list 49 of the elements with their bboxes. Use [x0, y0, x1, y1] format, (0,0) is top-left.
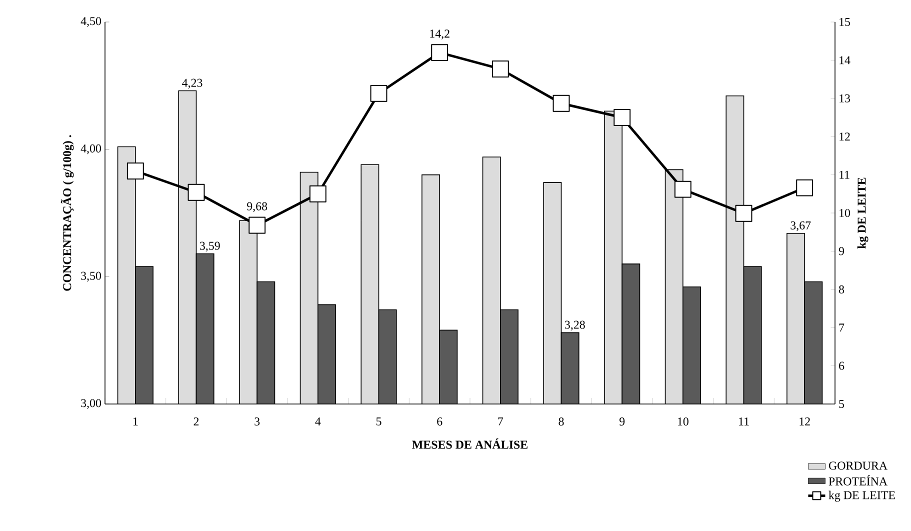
y2-tick-label: 10: [840, 208, 850, 218]
x-tick-label: 5: [376, 417, 382, 426]
y2-tick-label: 12: [840, 132, 850, 141]
y2-tick-label: 9: [838, 247, 844, 256]
y-axis-title: CONCENTRAÇÃO ( g/100g) .: [60, 135, 74, 291]
point: [248, 216, 266, 234]
point: [431, 44, 448, 62]
x-tick-label: 7: [498, 417, 504, 426]
point: [370, 84, 388, 102]
y2-axis-title: kg DE LEITE: [857, 178, 868, 249]
legend-label: kg DE LEITE: [828, 490, 895, 502]
y-tick-label: 4,50: [80, 17, 102, 27]
point: [735, 204, 752, 222]
y2-tick-label: 15: [840, 18, 850, 26]
point: [552, 94, 570, 112]
data-label: 4,23: [182, 78, 202, 89]
x-tick-label: 6: [437, 417, 442, 426]
x-tick-label: 4: [315, 417, 321, 426]
data-label: 14,2: [430, 30, 450, 40]
x-tick-label: 1: [133, 417, 138, 426]
data-label: 9,68: [247, 202, 268, 212]
x-tick-label: 8: [558, 417, 564, 426]
point: [614, 109, 631, 126]
data-label: 3,28: [565, 320, 585, 331]
y2-tick-label: 7: [839, 324, 844, 332]
x-tick-label: 9: [619, 417, 625, 426]
point: [188, 184, 205, 201]
y-tick-label: 3,00: [81, 399, 102, 409]
x-tick-label: 12: [800, 417, 810, 426]
point: [126, 162, 144, 180]
data-label: 3,59: [200, 242, 220, 252]
point: [674, 180, 692, 198]
legend-label: GORDURA: [828, 462, 888, 470]
data-label: 3,67: [790, 221, 811, 232]
x-tick-label: 11: [739, 417, 749, 426]
y2-tick-label: 6: [839, 362, 844, 370]
y2-tick-label: 13: [840, 94, 850, 102]
y2-tick-label: 14: [840, 56, 850, 64]
x-tick-label: 10: [678, 417, 688, 426]
y-tick-label: 4,00: [80, 144, 102, 154]
y2-tick-label: 5: [839, 400, 844, 408]
x-axis-title: MESES DE ANÁLISE: [412, 438, 528, 449]
y2-tick-label: 11: [840, 170, 850, 179]
y-tick-label: 3,50: [81, 272, 102, 282]
point: [309, 185, 326, 202]
y2-tick-label: 8: [838, 285, 844, 294]
legend-label: PROTEÍNA: [828, 475, 888, 486]
x-tick-label: 2: [194, 417, 199, 426]
x-tick-label: 3: [254, 417, 260, 426]
